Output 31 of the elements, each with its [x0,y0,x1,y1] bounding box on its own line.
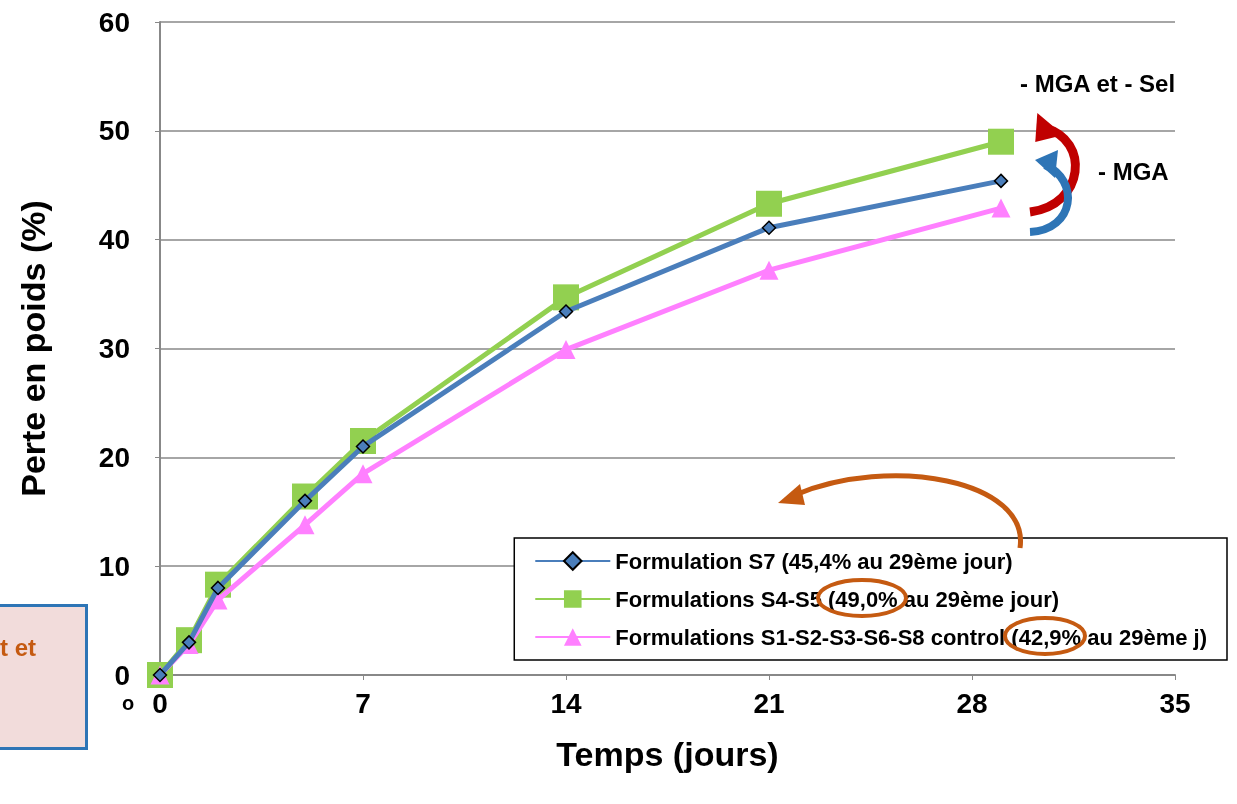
x-axis-title: Temps (jours) [556,735,779,773]
x-tick-label: 7 [355,687,371,719]
y-tick-label: 10 [98,550,130,582]
point [558,304,574,319]
point [993,173,1009,189]
y-tick-label: 60 [98,6,130,38]
point [295,515,315,535]
y-tick-label: 30 [98,333,130,364]
x-tick-label: 21 [753,687,785,719]
point [756,190,782,217]
point [761,220,777,235]
point [991,198,1011,218]
y-tick-label: 50 [98,115,130,147]
annotation: - MGA [1098,158,1169,186]
x-tick-label: 0 [152,687,168,719]
x-tick-label: 14 [550,687,582,719]
point [759,260,779,280]
point [353,464,373,484]
legend-label: Formulations S1-S2-S3-S6-S8 control (42,9% au 29ème j) [615,624,1207,650]
text: o [122,692,135,715]
y-tick-label: 0 [114,659,130,691]
point [556,340,576,360]
x-tick-label: 28 [956,687,988,719]
x-tick-label: 35 [1159,687,1191,719]
y-axis-title: Perte en poids (%) [14,200,52,497]
point [988,128,1014,155]
y-tick-label: 20 [98,441,130,473]
annotation: - MGA et - Sel [1020,70,1176,98]
y-tick-label: 40 [98,224,130,256]
legend-label: Formulation S7 (45,4% au 29ème jour) [615,548,1013,574]
text: t et [0,634,36,662]
